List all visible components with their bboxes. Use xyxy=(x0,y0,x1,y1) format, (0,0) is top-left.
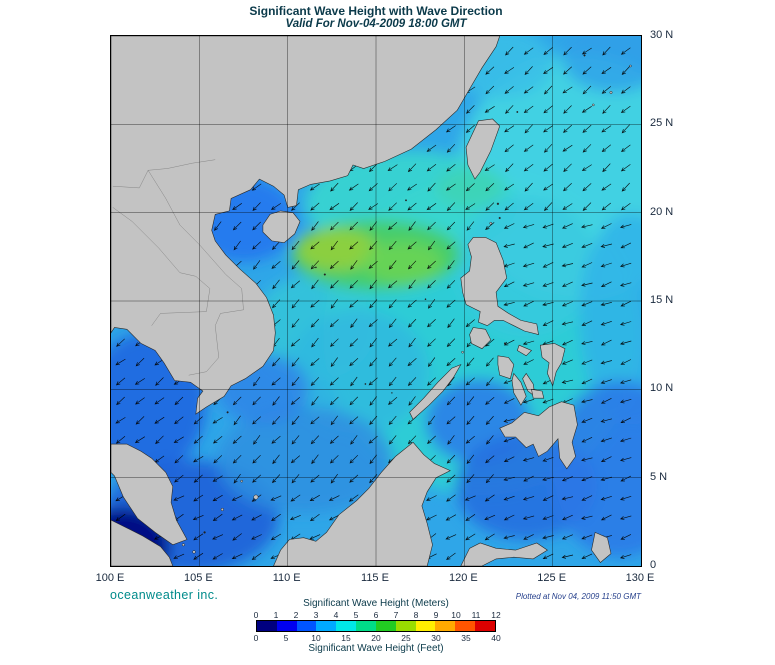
colorbar-segment xyxy=(257,621,277,631)
colorbar-segment xyxy=(356,621,376,631)
lat-axis-label: 0 xyxy=(650,558,657,571)
colorbar-gradient xyxy=(256,620,496,632)
meter-tick-label: 9 xyxy=(433,610,439,620)
colorbar-segment xyxy=(316,621,337,631)
chart-title: Significant Wave Height with Wave Direct… xyxy=(249,4,503,18)
colorbar-segment xyxy=(296,621,317,631)
meter-tick-label: 3 xyxy=(313,610,319,620)
chart-header: Significant Wave Height with Wave Direct… xyxy=(110,4,642,31)
feet-tick-label: 5 xyxy=(283,633,289,643)
feet-tick-label: 0 xyxy=(253,633,259,643)
feet-tick-label: 10 xyxy=(311,633,321,643)
lon-axis-label: 120 E xyxy=(448,572,478,584)
meter-tick-label: 10 xyxy=(451,610,461,620)
colorbar-segment xyxy=(475,621,495,631)
meter-tick-label: 5 xyxy=(353,610,359,620)
meter-tick-label: 4 xyxy=(333,610,339,620)
colorbar-segment xyxy=(276,621,297,631)
colorbar-feet-ticks: 0 5 10 15 20 25 30 35 40 xyxy=(253,633,501,643)
lon-axis-label: 125 E xyxy=(537,572,567,584)
colorbar-title-feet: Significant Wave Height (Feet) xyxy=(308,643,444,654)
meter-tick-label: 2 xyxy=(293,610,299,620)
meter-tick-label: 12 xyxy=(491,610,501,620)
meter-tick-label: 1 xyxy=(273,610,279,620)
brand-text: oceanweather inc. xyxy=(110,588,219,602)
colorbar-segment xyxy=(435,621,456,631)
lon-axis-label: 105 E xyxy=(183,572,213,584)
lat-axis-label: 25 N xyxy=(650,117,674,130)
lat-axis-label: 10 N xyxy=(650,382,674,395)
lat-axis-label: 5 N xyxy=(650,470,668,483)
map-plot xyxy=(110,35,642,567)
feet-tick-label: 20 xyxy=(371,633,381,643)
meter-tick-label: 11 xyxy=(471,610,481,620)
feet-tick-label: 30 xyxy=(431,633,441,643)
colorbar-segment xyxy=(336,621,357,631)
meter-tick-label: 6 xyxy=(373,610,379,620)
colorbar-segment xyxy=(395,621,416,631)
feet-tick-label: 35 xyxy=(461,633,471,643)
lon-axis-label: 110 E xyxy=(272,572,301,584)
lat-axis-label: 15 N xyxy=(650,293,674,306)
colorbar-segment xyxy=(375,621,396,631)
plotted-text: Plotted at Nov 04, 2009 11:50 GMT xyxy=(515,592,641,601)
lon-axis-label: 130 E xyxy=(625,572,655,584)
feet-tick-label: 25 xyxy=(401,633,411,643)
meter-tick-label: 7 xyxy=(393,610,399,620)
feet-tick-label: 15 xyxy=(341,633,351,643)
lon-axis-label: 100 E xyxy=(95,572,125,584)
colorbar-segment xyxy=(415,621,436,631)
colorbar-title-meters: Significant Wave Height (Meters) xyxy=(303,598,449,609)
colorbar-segment xyxy=(455,621,476,631)
colorbar-meter-ticks: 0 1 2 3 4 5 6 7 8 9 10 11 12 xyxy=(253,610,501,620)
meter-tick-label: 8 xyxy=(413,610,419,620)
lon-axis-label: 115 E xyxy=(361,572,389,584)
wave-map-svg xyxy=(111,36,641,566)
chart-subtitle: Valid For Nov-04-2009 18:00 GMT xyxy=(285,18,467,30)
lat-axis-label: 20 N xyxy=(650,205,674,218)
feet-tick-label: 40 xyxy=(491,633,501,643)
lat-axis-label: 30 N xyxy=(650,29,674,41)
meter-tick-label: 0 xyxy=(253,610,259,620)
